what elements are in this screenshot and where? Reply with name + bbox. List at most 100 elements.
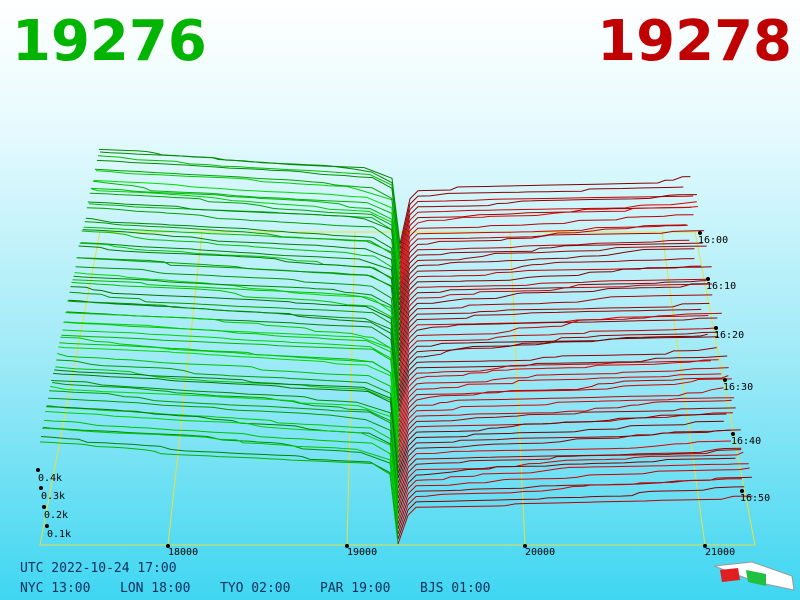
ask-layer	[398, 302, 710, 362]
axis-labels: 18000 19000 20000 21000 0.1k 0.2k 0.3k 0.4k 16:0…	[36, 231, 770, 558]
ask-layer	[399, 248, 695, 316]
ask-layer	[398, 278, 710, 336]
bid-layer	[75, 266, 400, 367]
ask-layer	[398, 312, 722, 382]
depth-layers	[39, 148, 753, 545]
ask-layer	[398, 387, 724, 448]
bid-layer	[77, 257, 400, 356]
bid-layer	[40, 436, 399, 539]
bid-layer	[90, 187, 401, 290]
depth-label: 0.3k	[41, 491, 65, 502]
bid-layer	[64, 321, 400, 423]
ask-layer	[398, 397, 735, 453]
bid-layer	[53, 372, 399, 478]
ask-layer	[398, 283, 713, 346]
price-label: 18000	[168, 547, 198, 558]
bid-layer	[47, 405, 399, 509]
ask-layer	[399, 239, 690, 301]
tick-dot	[45, 524, 49, 528]
ask-layer	[397, 447, 742, 499]
zone-time: LON 18:00	[120, 581, 190, 596]
bid-layer	[45, 410, 399, 519]
ask-layer	[399, 214, 694, 280]
ask-layer	[399, 224, 687, 290]
time-label: 16:00	[698, 235, 728, 246]
bid-layer	[78, 245, 400, 351]
bid-layer	[93, 179, 401, 275]
ask-layer	[397, 457, 736, 514]
time-label: 16:40	[731, 436, 761, 447]
bid-layer	[62, 329, 400, 433]
bid-layer	[88, 203, 401, 300]
ask-layer	[397, 429, 731, 489]
bid-layer	[61, 334, 400, 438]
ask-layer	[399, 224, 688, 285]
bid-layer	[44, 419, 399, 524]
ask-layer	[397, 420, 724, 479]
ask-layer	[399, 201, 697, 265]
zone-time: NYC 13:00	[20, 581, 90, 596]
tick-dot	[523, 544, 527, 548]
ask-layer	[397, 440, 732, 494]
ask-layer	[398, 347, 717, 407]
time-label: 16:10	[706, 281, 736, 292]
bid-layer	[94, 168, 401, 270]
ask-layer	[399, 194, 697, 260]
ask-layer	[398, 367, 729, 428]
ask-layer	[399, 245, 707, 311]
bid-layer	[86, 207, 401, 311]
bid-layer	[51, 380, 399, 489]
ask-layer	[397, 495, 753, 545]
bid-layer	[87, 201, 401, 306]
ask-price: 19278	[597, 9, 792, 74]
bid-layer	[60, 336, 400, 443]
bid-layer	[58, 346, 400, 453]
grid-line	[509, 231, 526, 546]
price-label: 21000	[705, 547, 735, 558]
bid-layer	[67, 300, 400, 407]
ask-layer	[397, 486, 745, 540]
bid-layer	[54, 369, 399, 473]
ask-layer	[397, 463, 749, 519]
bid-layer	[97, 155, 401, 255]
tick-dot	[714, 326, 718, 330]
zone-time: PAR 19:00	[320, 581, 390, 596]
bid-layer	[98, 148, 401, 250]
tick-dot	[703, 544, 707, 548]
bid-layer	[59, 342, 400, 448]
bid-layer	[73, 275, 400, 377]
ask-layer	[398, 359, 719, 423]
ask-layer	[398, 373, 722, 433]
bid-layer	[83, 226, 400, 326]
ask-layer	[397, 478, 743, 534]
bid-layer	[89, 192, 401, 295]
bid-layer	[50, 385, 399, 494]
ask-layer	[398, 317, 718, 377]
depth-label: 0.4k	[38, 473, 62, 484]
bid-layer	[70, 286, 400, 392]
bid-layer	[76, 257, 400, 361]
ask-layer	[398, 336, 719, 402]
utc-time: UTC 2022-10-24 17:00	[20, 561, 177, 576]
depth-label: 0.2k	[44, 510, 68, 521]
grid-line	[167, 231, 203, 546]
bid-layer	[52, 382, 399, 484]
zone-time: BJS 01:00	[420, 581, 490, 596]
zone-time: TYO 02:00	[220, 581, 290, 596]
bid-price: 19276	[12, 9, 207, 74]
ask-layer	[399, 258, 695, 321]
ask-layer	[399, 206, 698, 275]
tick-dot	[723, 378, 727, 382]
bid-layer	[85, 217, 401, 316]
ask-layer	[397, 413, 727, 473]
ask-layer	[397, 429, 741, 484]
tick-dot	[42, 505, 46, 509]
ask-layer	[398, 378, 732, 443]
bid-layer	[69, 291, 400, 397]
tick-dot	[698, 231, 702, 235]
ask-layer	[398, 333, 708, 392]
bid-layer	[46, 406, 399, 514]
time-label: 16:50	[740, 493, 770, 504]
price-label: 19000	[347, 547, 377, 558]
